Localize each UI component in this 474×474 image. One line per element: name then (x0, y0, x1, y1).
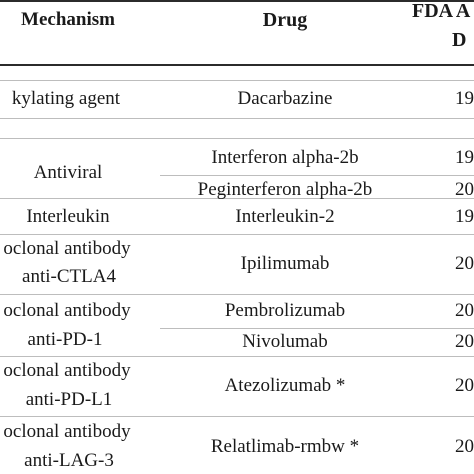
subrow-divider (160, 175, 474, 176)
row6-drug: Atezolizumab * (224, 375, 346, 396)
header-fda-line2: D (452, 29, 467, 51)
header-bottom-rule (0, 64, 474, 66)
row2-year-a: 19 (455, 147, 474, 168)
row2-mechanism: Antiviral (33, 162, 103, 183)
row4-drug: Ipilimumab (240, 253, 330, 274)
row7-year: 20 (455, 436, 474, 457)
row1-mechanism: kylating agent (11, 88, 121, 109)
row-divider (0, 356, 474, 357)
row5-drug-b: Nivolumab (242, 331, 328, 352)
row1-year: 19 (455, 88, 474, 109)
row-divider (0, 118, 474, 119)
subrow-divider (160, 328, 474, 329)
row4-year: 20 (455, 253, 474, 274)
row5-year-b: 20 (455, 331, 474, 352)
row5-mechanism-line2: anti-PD-1 (27, 329, 103, 350)
header-fda-line1: FDA A (412, 0, 471, 22)
row2-year-b: 20 (455, 179, 474, 200)
table-top-rule (0, 0, 474, 2)
row5-mechanism-line1: oclonal antibody (3, 300, 131, 321)
row1-drug: Dacarbazine (237, 88, 333, 109)
row3-drug: Interleukin-2 (235, 206, 335, 227)
row-divider (0, 80, 474, 81)
header-drug: Drug (262, 9, 308, 31)
row-divider (0, 138, 474, 139)
row7-mechanism-line1: oclonal antibody (3, 421, 131, 442)
row7-drug: Relatlimab-rmbw * (210, 436, 360, 457)
row6-mechanism-line1: oclonal antibody (3, 360, 131, 381)
row5-year-a: 20 (455, 300, 474, 321)
row4-mechanism-line1: oclonal antibody (3, 238, 131, 259)
row3-mechanism: Interleukin (26, 206, 110, 227)
row-divider (0, 198, 474, 199)
row6-mechanism-line2: anti-PD-L1 (25, 389, 113, 410)
row-divider (0, 234, 474, 235)
row2-drug-a: Interferon alpha-2b (211, 147, 359, 168)
row6-year: 20 (455, 375, 474, 396)
row7-mechanism-line2: anti-LAG-3 (24, 450, 114, 471)
row2-drug-b: Peginterferon alpha-2b (197, 179, 373, 200)
row3-year: 19 (455, 206, 474, 227)
row5-drug-a: Pembrolizumab (224, 300, 346, 321)
header-mechanism: Mechanism (21, 9, 115, 30)
row-divider (0, 294, 474, 295)
row4-mechanism-line2: anti-CTLA4 (22, 266, 116, 287)
row-divider (0, 416, 474, 417)
